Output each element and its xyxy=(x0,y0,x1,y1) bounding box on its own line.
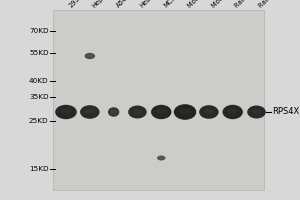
Ellipse shape xyxy=(247,106,266,118)
Ellipse shape xyxy=(110,110,117,113)
Ellipse shape xyxy=(128,106,147,118)
Text: 15KD: 15KD xyxy=(29,166,49,172)
Text: 25KD: 25KD xyxy=(29,118,49,124)
Ellipse shape xyxy=(80,105,100,119)
Ellipse shape xyxy=(157,156,166,160)
Text: HepG2: HepG2 xyxy=(91,0,112,9)
FancyBboxPatch shape xyxy=(52,10,264,190)
Text: 35KD: 35KD xyxy=(29,94,49,100)
Text: Rat spleen: Rat spleen xyxy=(234,0,263,9)
Ellipse shape xyxy=(55,105,77,119)
Ellipse shape xyxy=(223,105,243,119)
Ellipse shape xyxy=(132,109,142,114)
Ellipse shape xyxy=(156,109,167,114)
Text: 70KD: 70KD xyxy=(29,28,49,34)
Text: Mouse lung: Mouse lung xyxy=(210,0,242,9)
Text: MCF7: MCF7 xyxy=(163,0,180,9)
Text: A549: A549 xyxy=(115,0,131,9)
Ellipse shape xyxy=(174,104,196,120)
Text: 40KD: 40KD xyxy=(29,78,49,84)
Ellipse shape xyxy=(85,109,95,114)
Ellipse shape xyxy=(227,109,238,114)
Text: 293T: 293T xyxy=(68,0,83,9)
Text: HeLa: HeLa xyxy=(139,0,155,9)
Ellipse shape xyxy=(159,157,164,159)
Text: Mouse spleen: Mouse spleen xyxy=(187,0,223,9)
Text: 55KD: 55KD xyxy=(29,50,49,56)
Text: RPS4X: RPS4X xyxy=(272,108,299,116)
Ellipse shape xyxy=(60,109,72,114)
Ellipse shape xyxy=(251,109,262,114)
Ellipse shape xyxy=(203,109,214,114)
Ellipse shape xyxy=(179,108,191,114)
Ellipse shape xyxy=(151,105,172,119)
Ellipse shape xyxy=(87,55,93,57)
Ellipse shape xyxy=(108,107,119,117)
Ellipse shape xyxy=(199,105,219,119)
Text: Rat thymus: Rat thymus xyxy=(258,0,289,9)
Ellipse shape xyxy=(85,53,95,59)
